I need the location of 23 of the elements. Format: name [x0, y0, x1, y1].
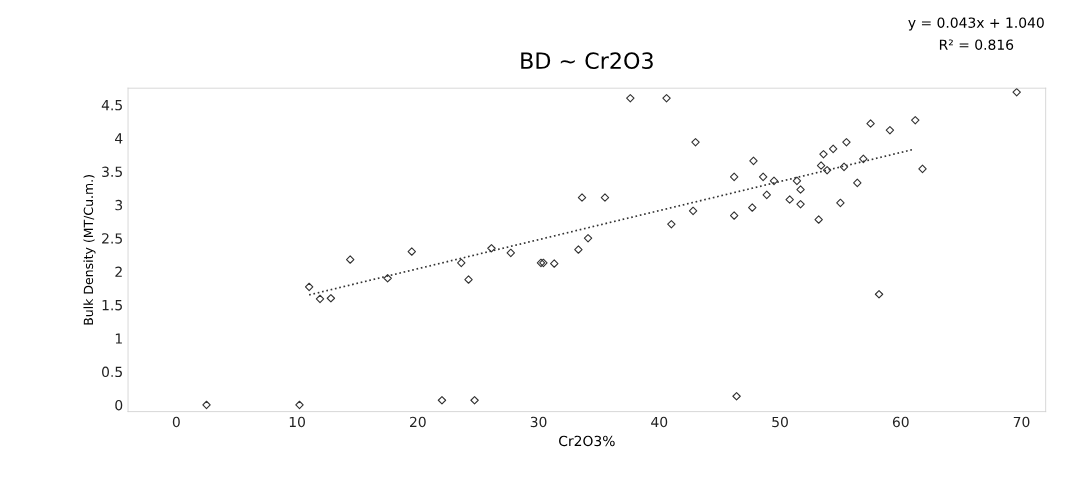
x-tick-label: 10	[289, 416, 305, 428]
x-tick-label: 20	[410, 416, 426, 428]
y-tick-label: 2.5	[102, 233, 122, 244]
text: y = 0.043x + 1.040	[908, 17, 1044, 31]
x-tick-label: 70	[1013, 416, 1030, 428]
y-axis-title: Bulk Density (MT/Cu.m.)	[83, 175, 96, 325]
y-tick-label: 1	[115, 333, 122, 344]
y-tick-label: 0.5	[102, 366, 122, 378]
y-tick-label: 4.5	[101, 100, 122, 111]
x-tick-label: 60	[892, 416, 909, 428]
x-tick-label: 50	[772, 416, 788, 428]
x-tick-label: 40	[651, 416, 668, 428]
x-tick-label: 0	[172, 416, 180, 428]
y-tick-label: 4	[115, 133, 123, 144]
y-tick-label: 1.5	[102, 300, 122, 311]
y-tick-label: 3.5	[102, 166, 122, 178]
y-tick-label: 0	[115, 399, 123, 411]
text: R² = 0.816	[939, 39, 1014, 50]
chart-title: BD ~ Cr2O3	[521, 52, 653, 70]
y-tick-label: 2	[115, 266, 122, 277]
y-tick-label: 3	[115, 199, 123, 211]
x-axis-title: Cr2O3%	[559, 435, 615, 447]
x-tick-label: 30	[530, 416, 547, 428]
